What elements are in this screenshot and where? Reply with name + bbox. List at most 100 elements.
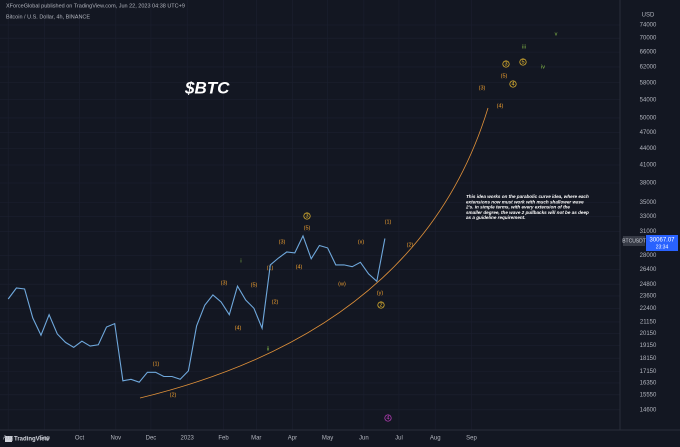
x-tick-label: Dec bbox=[146, 436, 157, 442]
y-tick-label: 54000 bbox=[640, 97, 657, 103]
y-tick-label: 21150 bbox=[640, 319, 657, 325]
ticker: BTCUSDT bbox=[622, 238, 646, 244]
wave-label: 2 bbox=[379, 302, 382, 308]
wave-label: (2) bbox=[170, 392, 177, 398]
symbol: Bitcoin / U.S. Dollar, 4h, BINANCE bbox=[6, 14, 90, 20]
wave-label: 4 bbox=[511, 81, 514, 87]
wave-label: (3) bbox=[279, 239, 286, 245]
wave-label: iii bbox=[522, 44, 526, 50]
wave-label: (3) bbox=[479, 85, 486, 91]
wave-label: (2) bbox=[272, 299, 279, 305]
wave-labels: (1) (2) i (3) (4) (5) ii (1) (2) (3) (4) (5) 3 (x) (w)… bbox=[153, 31, 558, 422]
price-line bbox=[7, 234, 386, 383]
wave-label: (4) bbox=[235, 325, 242, 331]
wave-label: v bbox=[555, 31, 558, 37]
x-tick-label: Mar bbox=[251, 436, 261, 442]
y-tick-label: 47000 bbox=[640, 130, 657, 136]
wave-circle bbox=[509, 80, 517, 88]
x-tick-label: Nov bbox=[110, 436, 121, 442]
wave-label: (2) bbox=[407, 242, 414, 248]
y-tick-label: 33000 bbox=[640, 214, 657, 220]
note-line: smaller degree, the wave 2 pullbacks wil… bbox=[466, 210, 589, 215]
y-tick-label: 26400 bbox=[640, 267, 657, 273]
currency: USD bbox=[642, 13, 655, 19]
x-tick-label: May bbox=[322, 436, 333, 442]
wave-label: (1) bbox=[153, 361, 160, 367]
ticker-tag bbox=[623, 236, 645, 246]
y-tick-label: 17150 bbox=[640, 369, 657, 375]
y-tick-label: 66000 bbox=[640, 50, 657, 56]
y-tick-label: 28000 bbox=[640, 253, 657, 259]
y-tick-label: 74000 bbox=[640, 23, 657, 29]
wave-label: (5) bbox=[501, 73, 508, 79]
x-tick-label: Aug bbox=[3, 436, 14, 442]
wave-label: (w) bbox=[338, 281, 346, 287]
y-tick-label: 22400 bbox=[640, 306, 657, 312]
y-tick-label: 31000 bbox=[640, 229, 657, 235]
price-tag bbox=[646, 235, 678, 251]
wave-circle bbox=[502, 60, 510, 68]
wave-label: 3 bbox=[305, 213, 308, 219]
wave-label: (x) bbox=[358, 239, 365, 245]
y-tick-label: 14600 bbox=[640, 407, 657, 413]
note-line: extensions now must work with much shall… bbox=[466, 199, 584, 204]
y-tick-label: 62000 bbox=[640, 65, 657, 71]
wave-label: (y) bbox=[377, 290, 384, 296]
wave-label: (5) bbox=[304, 225, 311, 231]
wave-label: 3 bbox=[504, 61, 507, 67]
note-line: as a guideline requirement. bbox=[466, 215, 525, 220]
wave-circle bbox=[377, 301, 385, 309]
x-tick-label: Sep bbox=[39, 436, 50, 442]
x-tick-label: Sep bbox=[466, 436, 477, 442]
y-tick-label: 41000 bbox=[640, 163, 657, 169]
wave-label: iv bbox=[541, 64, 545, 70]
x-tick-label: Jun bbox=[359, 436, 369, 442]
wave-label: (1) bbox=[385, 219, 392, 225]
wave-label: (3) bbox=[221, 280, 228, 286]
y-tick-label: 35000 bbox=[640, 200, 657, 206]
y-tick-label: 58000 bbox=[640, 80, 657, 86]
y-tick-label: 50000 bbox=[640, 116, 657, 122]
y-tick-label: 70000 bbox=[640, 36, 657, 42]
header: XForceGlobal published on TradingView.co… bbox=[6, 3, 185, 9]
x-tick-label: Aug bbox=[430, 436, 441, 442]
wave-circle bbox=[519, 58, 527, 66]
y-tick-label: 19150 bbox=[640, 343, 657, 349]
logo-icon bbox=[5, 436, 12, 442]
logo: TradingView bbox=[14, 437, 50, 443]
time-label: 23:34 bbox=[656, 244, 669, 250]
x-tick-label: Feb bbox=[218, 436, 229, 442]
x-tick-label: Oct bbox=[75, 436, 85, 442]
note: This idea works on the parabolic curve i… bbox=[465, 194, 589, 220]
wave-label: (5) bbox=[251, 282, 258, 288]
wave-label: 4 bbox=[386, 415, 389, 421]
y-tick-label: 18150 bbox=[640, 356, 657, 362]
parabolic-curve bbox=[139, 107, 489, 399]
wave-circle bbox=[384, 414, 392, 422]
y-tick-label: 23600 bbox=[640, 294, 657, 300]
y-tick-label: 20150 bbox=[640, 331, 657, 337]
note-line: This idea works on the parabolic curve i… bbox=[466, 194, 589, 199]
x-tick-label: 2023 bbox=[181, 436, 195, 442]
wave-label: i bbox=[240, 258, 241, 264]
y-tick-label: 16350 bbox=[640, 381, 657, 387]
wave-label: ii bbox=[267, 346, 269, 352]
y-tick-label: 44000 bbox=[640, 146, 657, 152]
last-price: 30067.07 bbox=[649, 238, 675, 244]
wave-label: 5 bbox=[521, 59, 524, 65]
y-tick-label: 24800 bbox=[640, 282, 657, 288]
grid bbox=[0, 0, 620, 430]
note-line: 2's. In simple terms, with every extensi… bbox=[465, 205, 570, 210]
wave-circle bbox=[303, 212, 311, 220]
wave-label: (4) bbox=[296, 264, 303, 270]
y-tick-label: 38000 bbox=[640, 181, 657, 187]
chart-title: $BTC bbox=[184, 78, 230, 97]
x-tick-label: Apr bbox=[288, 436, 297, 442]
y-tick-label: 15550 bbox=[640, 392, 657, 398]
x-tick-label: Jul bbox=[395, 436, 403, 442]
wave-label: (4) bbox=[497, 103, 504, 109]
plot bbox=[7, 234, 386, 383]
